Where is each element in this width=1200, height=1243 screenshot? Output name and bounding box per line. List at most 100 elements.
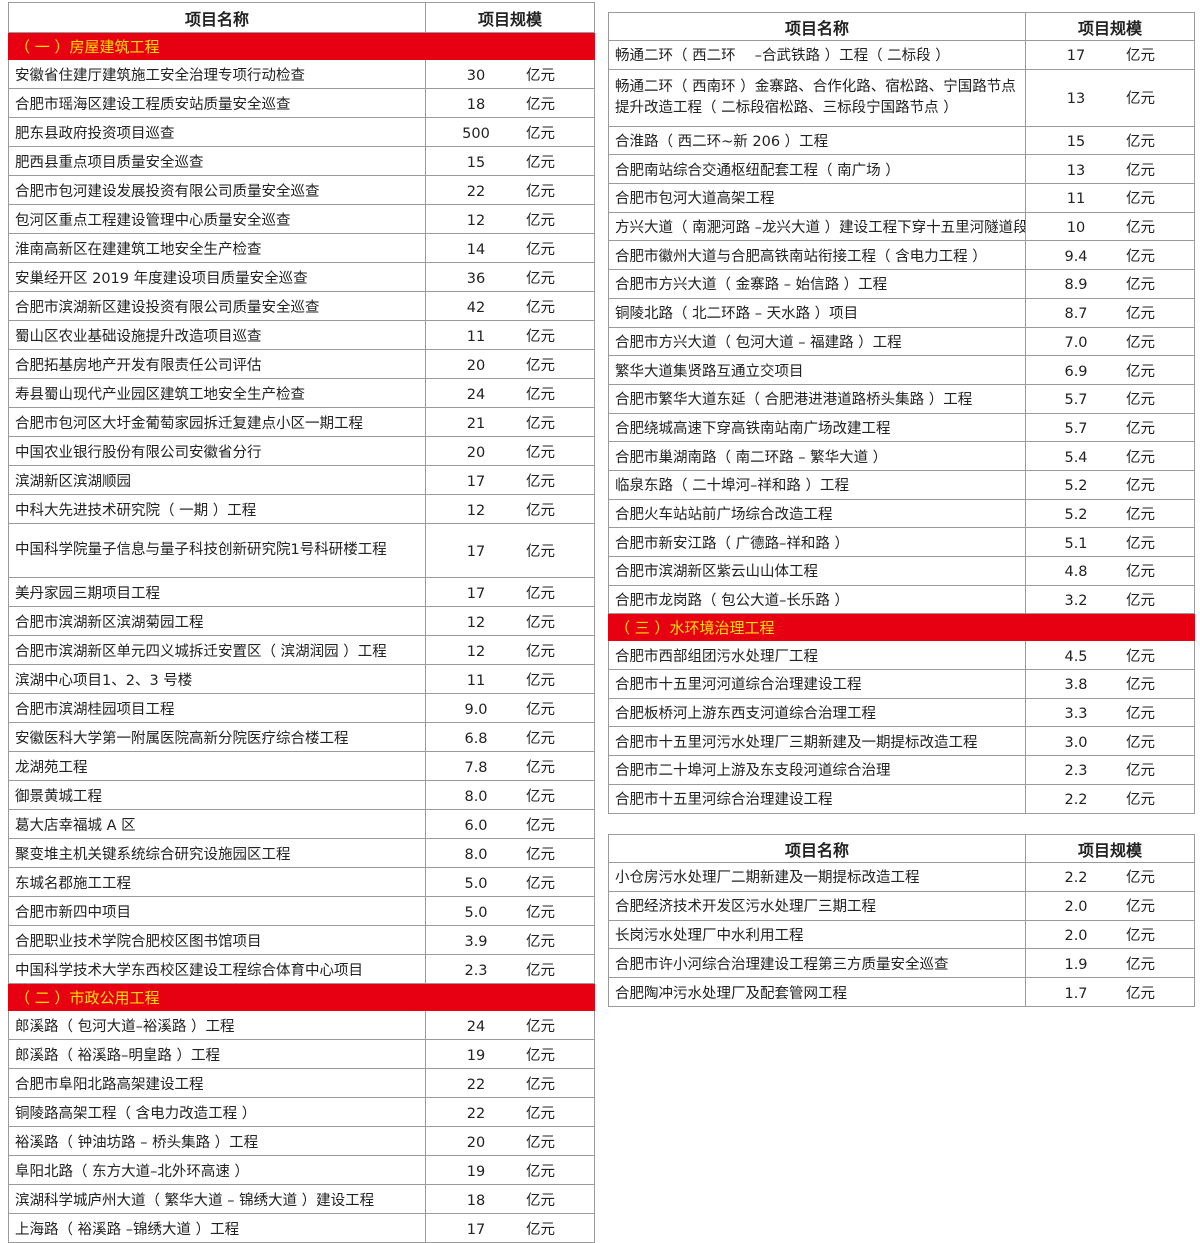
table-row: 合肥市阜阳北路高架建设工程 22 亿元 [8,1068,595,1098]
scale-value: 13 [1066,162,1086,179]
project-name: 安徽省住建厅建筑施工安全治理专项行动检查 [8,59,426,89]
scale-unit: 亿元 [526,125,555,142]
project-scale: 4.5 亿元 [1025,640,1195,671]
scale-unit: 亿元 [526,1134,555,1151]
project-scale: 6.0 亿元 [425,809,595,839]
scale-unit: 亿元 [1126,899,1155,916]
project-scale: 2.3 亿元 [425,954,595,984]
scale-unit: 亿元 [526,1047,555,1064]
table-row: 合肥市许小河综合治理建设工程第三方质量安全巡查 1.9 亿元 [608,948,1195,979]
project-name: 合肥板桥河上游东西支河道综合治理工程 [608,697,1026,728]
scale-value: 24 [466,386,486,403]
project-name: 合肥南站综合交通枢纽配套工程（ 南广场 ） [608,154,1026,185]
project-scale: 2.3 亿元 [1025,755,1195,785]
scale-unit: 亿元 [1126,191,1155,208]
project-name: 合肥市滨湖新区滨湖菊园工程 [8,606,426,636]
table-row: 中国科学技术大学东西校区建设工程综合体育中心项目 2.3 亿元 [8,954,595,984]
project-scale: 36 亿元 [425,262,595,292]
scale-value: 3.2 [1064,593,1088,610]
project-name: 滨湖中心项目1、2、3 号楼 [8,664,426,694]
scale-unit: 亿元 [526,502,555,519]
project-name: 合肥绕城高速下穿高铁南站南广场改建工程 [608,412,1026,443]
table-row: 东城名郡施工工程 5.0 亿元 [8,867,595,897]
scale-unit: 亿元 [526,444,555,461]
table-row: 滨湖科学城庐州大道（ 繁华大道 – 锦绣大道 ）建设工程 18 亿元 [8,1184,595,1214]
scale-value: 15 [1066,134,1086,151]
scale-unit: 亿元 [526,544,555,560]
scale-value: 8.0 [464,846,488,863]
scale-value: 3.3 [1064,706,1088,723]
project-name: 葛大店幸福城 A 区 [8,809,426,839]
project-scale: 12 亿元 [425,204,595,234]
section-title: （ 一 ）房屋建筑工程 [8,32,595,60]
project-scale: 15 亿元 [1025,125,1195,156]
scale-unit: 亿元 [526,701,555,718]
scale-unit: 亿元 [1126,306,1155,323]
scale-value: 4.5 [1064,648,1088,665]
table-row: 合肥市繁华大道东延（ 合肥港进港道路桥头集路 ）工程 5.7 亿元 [608,383,1195,414]
table-row: 合肥板桥河上游东西支河道综合治理工程 3.3 亿元 [608,697,1195,728]
table-row: 铜陵北路（ 北二环路 – 天水路 ）项目 8.7 亿元 [608,297,1195,328]
table-row: 肥东县政府投资项目巡查 500 亿元 [8,117,595,147]
header-project-scale: 项目规模 [1025,12,1195,41]
scale-value: 22 [466,183,486,200]
project-scale: 4.8 亿元 [1025,556,1195,586]
scale-value: 4.8 [1064,564,1088,581]
project-scale: 8.9 亿元 [1025,269,1195,299]
table-row: 合肥市龙岗路（ 包公大道–长乐路 ） 3.2 亿元 [608,584,1195,615]
project-scale: 22 亿元 [425,1097,595,1127]
project-name: 淮南高新区在建建筑工地安全生产检查 [8,233,426,263]
scale-value: 36 [466,270,486,287]
table-row: 合肥职业技术学院合肥校区图书馆项目 3.9 亿元 [8,925,595,955]
scale-value: 12 [466,212,486,229]
scale-value: 15 [466,154,486,171]
project-scale: 24 亿元 [425,378,595,408]
project-name: 畅通二环（ 西南环 ）金寨路、合作化路、宿松路、宁国路节点提升改造工程（ 二标段… [608,68,1026,127]
project-name: 安徽医科大学第一附属医院高新分院医疗综合楼工程 [8,722,426,752]
project-scale: 18 亿元 [425,1184,595,1214]
scale-value: 14 [466,241,486,258]
scale-unit: 亿元 [1126,277,1155,294]
scale-unit: 亿元 [1126,48,1155,65]
table-row: 畅通二环（ 西二环 –合武铁路 ）工程（ 二标段 ） 17 亿元 [608,40,1195,70]
table-row: 滨湖中心项目1、2、3 号楼 11 亿元 [8,664,595,694]
project-scale: 8.7 亿元 [1025,297,1195,328]
table-header-row: 项目名称 项目规模 [608,12,1195,41]
scale-unit: 亿元 [526,415,555,432]
scale-value: 3.9 [464,933,488,950]
table-row: 寿县蜀山现代产业园区建筑工地安全生产检查 24 亿元 [8,378,595,408]
scale-value: 19 [466,1163,486,1180]
scale-value: 17 [466,585,486,602]
scale-unit: 亿元 [526,473,555,490]
scale-unit: 亿元 [1126,91,1155,108]
project-name: 中国科学院量子信息与量子科技创新研究院1号科研楼工程 [8,523,426,578]
section-title: （ 三 ）水环境治理工程 [608,613,1195,642]
project-name: 合肥市二十埠河上游及东支段河道综合治理 [608,755,1026,785]
table-row: 上海路（ 裕溪路 –锦绣大道 ）工程 17 亿元 [8,1213,595,1243]
project-scale: 22 亿元 [425,175,595,205]
scale-value: 17 [1066,48,1086,65]
scale-unit: 亿元 [526,730,555,747]
project-name: 阜阳北路（ 东方大道–北外环高速 ） [8,1155,426,1185]
project-scale: 6.9 亿元 [1025,355,1195,385]
table-row: 安巢经开区 2019 年度建设项目质量安全巡查 36 亿元 [8,262,595,292]
scale-value: 8.9 [1064,277,1088,294]
section-header-row: （ 二 ）市政公用工程 [8,983,595,1011]
project-name: 合肥市滨湖新区紫云山山体工程 [608,556,1026,586]
table-row: 合淮路（ 西二环~新 206 ）工程 15 亿元 [608,125,1195,156]
project-name: 合淮路（ 西二环~新 206 ）工程 [608,125,1026,156]
scale-unit: 亿元 [526,933,555,950]
table-row: 淮南高新区在建建筑工地安全生产检查 14 亿元 [8,233,595,263]
scale-unit: 亿元 [526,154,555,171]
table-row: 铜陵路高架工程（ 含电力改造工程 ） 22 亿元 [8,1097,595,1127]
project-name: 合肥市滨湖新区建设投资有限公司质量安全巡查 [8,291,426,321]
project-scale: 13 亿元 [1025,68,1195,127]
table-row: 合肥市包河大道高架工程 11 亿元 [608,183,1195,213]
scale-unit: 亿元 [526,96,555,113]
project-name: 滨湖新区滨湖顺园 [8,465,426,495]
table-row: 合肥市滨湖新区紫云山山体工程 4.8 亿元 [608,556,1195,586]
project-scale: 14 亿元 [425,233,595,263]
scale-unit: 亿元 [526,904,555,921]
scale-unit: 亿元 [1126,985,1155,1002]
scale-unit: 亿元 [1126,134,1155,151]
